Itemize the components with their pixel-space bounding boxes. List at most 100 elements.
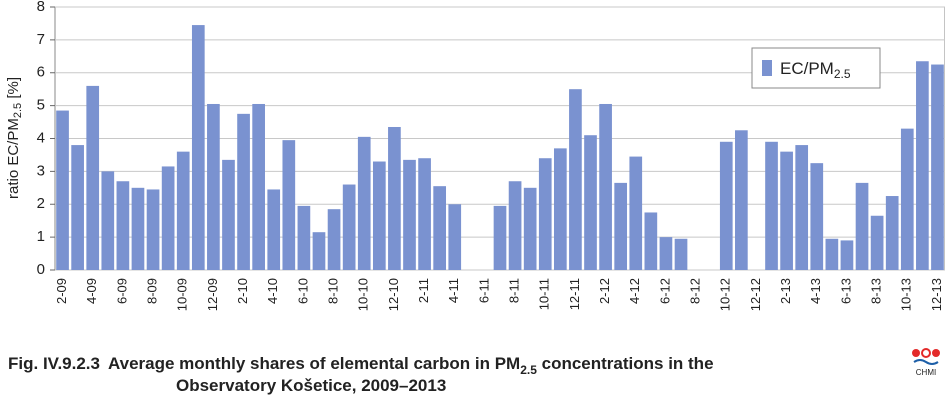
bar [674,238,688,270]
bar [659,237,673,270]
bar [56,110,69,271]
logo-dot [921,348,931,358]
x-tick-label: 10-12 [718,278,733,311]
bar [267,189,281,270]
logo-text: CHMI [916,368,936,377]
bar [493,205,507,270]
bar [372,161,386,270]
x-tick-label: 6-09 [114,278,129,304]
bar [327,209,341,270]
y-tick-label: 6 [37,64,45,81]
bar [176,151,190,270]
y-tick-label: 5 [37,97,45,114]
y-tick-label: 1 [37,228,45,245]
x-tick-label: 8-11 [507,278,522,303]
x-tick-label: 2-12 [597,278,612,304]
caption-number: Fig. IV.9.2.3 [8,354,100,373]
x-tick-label: 10-13 [899,278,914,311]
y-tick-label: 7 [37,31,45,48]
bar [825,238,839,270]
bar [86,85,100,271]
logo-dot [932,349,940,357]
x-tick-label: 4-10 [265,278,280,304]
y-tick-label: 3 [37,162,45,179]
caption-sub: 2.5 [520,363,537,377]
x-tick-label: 12-10 [386,278,401,311]
bar [433,186,447,270]
bar [840,240,854,270]
x-tick-label: 2-11 [416,278,431,303]
bar [614,182,628,270]
x-tick-label: 10-10 [356,278,371,311]
caption-text-end: concentrations in the [537,354,714,373]
bar [538,158,552,270]
x-tick-label: 4-09 [84,278,99,304]
x-tick-label: 12-13 [929,278,944,311]
x-tick-label: 10-09 [175,278,190,311]
bar [101,171,115,270]
bar [207,103,220,270]
x-tick-label: 4-13 [808,278,823,304]
bar [931,64,944,270]
bar [885,196,899,270]
x-tick-label: 6-10 [295,278,310,304]
bar [870,215,884,270]
x-tick-label: 2-10 [235,278,250,304]
bar [403,159,416,270]
bar [765,141,778,270]
bar [523,187,537,270]
x-tick-label: 6-13 [838,278,853,304]
x-tick-label: 6-11 [476,278,491,303]
x-tick-label: 12-12 [748,278,763,311]
y-tick-label: 2 [37,195,45,212]
x-tick-label: 6-12 [657,278,672,304]
bar [584,135,597,270]
caption-text: Average monthly shares of elemental carb… [108,354,520,373]
bar [282,140,296,270]
x-tick-label: 12-09 [205,278,220,311]
bar [161,166,175,270]
logo-wave [913,359,939,365]
bar [146,189,160,270]
bar [735,130,748,270]
bar [131,187,145,270]
legend-sub: 2.5 [834,67,851,81]
bar [357,136,371,270]
y-tick-label: 4 [37,129,45,146]
bar [855,182,869,270]
legend-box [751,47,881,89]
y-tick-label: 0 [37,261,45,278]
x-tick-label: 8-10 [326,278,341,304]
bar [448,204,462,270]
bar [297,205,311,270]
x-tick-label: 10-11 [537,278,552,310]
bar [644,212,658,270]
bar [222,159,235,270]
bar [418,158,431,270]
bar [71,145,84,270]
x-tick-label: 8-12 [688,278,703,304]
bar [237,113,250,270]
bar [599,103,612,270]
legend-swatch [762,60,772,76]
bar [795,145,809,270]
bar [629,156,643,270]
x-tick-label: 4-12 [627,278,642,304]
bar [116,181,130,270]
bar [780,151,793,270]
legend-label: EC/PM2.5 [780,59,851,81]
bar [900,128,914,270]
bar [916,61,929,271]
logo: CHMI [912,348,940,377]
bar [508,181,522,270]
bar [342,184,356,270]
x-tick-label: 2-09 [54,278,69,304]
bar [252,103,265,270]
y-label-text: ratio EC/PM [5,118,22,199]
y-label-sub: 2.5 [12,103,24,118]
x-tick-label: 4-11 [446,278,461,303]
x-tick-label: 2-13 [778,278,793,304]
caption-1: Fig. IV.9.2.3 Average monthly shares of e… [8,354,714,377]
bar [553,148,567,270]
